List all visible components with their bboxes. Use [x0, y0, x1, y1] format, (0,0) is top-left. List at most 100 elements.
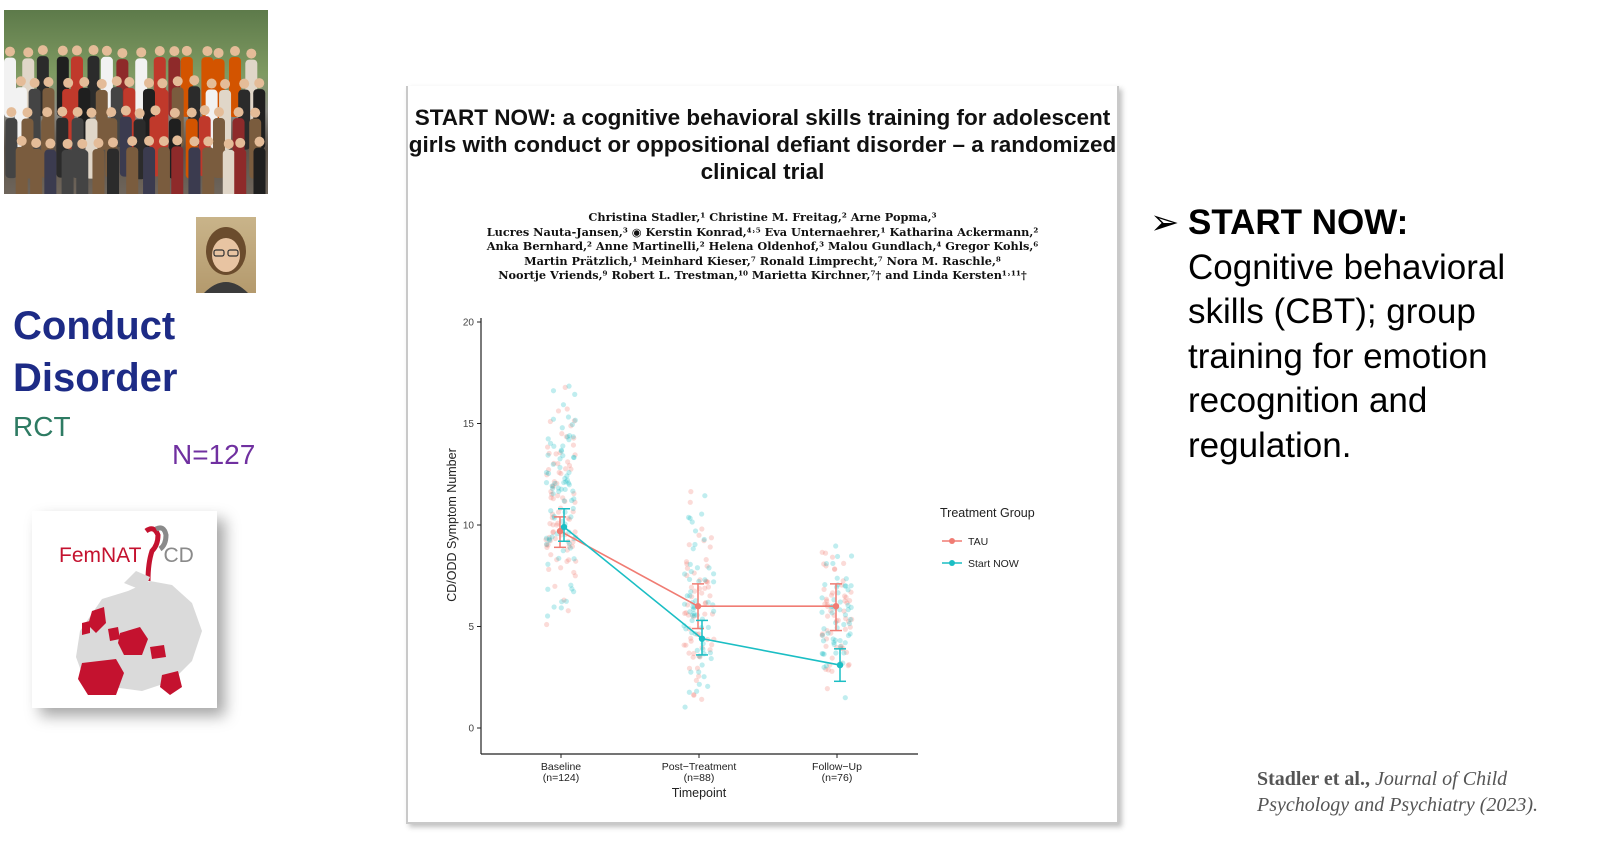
- jitter-point: [841, 621, 847, 628]
- jitter-point: [545, 467, 552, 473]
- jitter-point: [699, 526, 705, 532]
- jitter-point: [688, 589, 694, 595]
- author-line: Anka Bernhard,² Anne Martinelli,² Helena…: [486, 239, 1039, 254]
- person-head: [158, 136, 169, 147]
- jitter-point: [820, 638, 827, 644]
- jitter-point: [696, 681, 702, 687]
- jitter-point: [547, 538, 553, 544]
- person-head: [189, 136, 200, 147]
- jitter-point: [691, 570, 697, 576]
- jitter-point: [686, 542, 692, 548]
- jitter-point: [833, 543, 839, 549]
- arrow-bullet-icon: ➢: [1150, 203, 1180, 242]
- jitter-point: [843, 649, 850, 655]
- x-tick-label: Post−Treatment: [662, 761, 737, 773]
- jitter-point: [550, 529, 556, 535]
- jitter-point: [819, 632, 825, 638]
- jitter-point: [842, 593, 848, 599]
- jitter-point: [689, 617, 695, 624]
- jitter-point: [566, 482, 572, 488]
- jitter-point: [685, 612, 692, 618]
- jitter-point: [565, 414, 572, 420]
- jitter-point: [550, 416, 557, 422]
- jitter-point: [847, 624, 853, 630]
- person-head: [77, 138, 88, 149]
- person-head: [93, 137, 104, 148]
- jitter-point: [544, 613, 551, 619]
- jitter-point: [560, 402, 567, 408]
- person-head: [136, 47, 147, 58]
- jitter-point: [555, 493, 561, 499]
- jitter-point: [693, 677, 699, 684]
- jitter-point: [832, 637, 838, 643]
- legend-key-point: [949, 560, 955, 566]
- jitter-point: [545, 470, 552, 477]
- jitter-point: [842, 640, 848, 646]
- jitter-point: [688, 489, 694, 495]
- jitter-point: [558, 565, 564, 571]
- jitter-point: [829, 610, 835, 616]
- person-head: [235, 137, 246, 148]
- jitter-point: [707, 647, 713, 653]
- jitter-point: [820, 651, 826, 657]
- jitter-point: [688, 635, 694, 641]
- jitter-point: [549, 485, 556, 492]
- jitter-point: [829, 668, 835, 674]
- person-head: [42, 107, 53, 118]
- jitter-point: [554, 480, 560, 487]
- paper-excerpt: START NOW: a cognitive behavioral skills…: [406, 86, 1119, 824]
- data-point: [556, 527, 564, 535]
- jitter-point: [571, 454, 577, 461]
- jitter-point: [842, 598, 848, 604]
- person-head: [172, 135, 183, 146]
- jitter-point: [561, 498, 567, 504]
- person-head: [186, 107, 197, 118]
- jitter-point: [564, 434, 571, 440]
- jitter-point: [691, 610, 697, 617]
- person-body: [202, 147, 215, 194]
- jitter-point: [560, 495, 566, 501]
- jitter-point: [550, 388, 557, 394]
- jitter-point: [558, 486, 565, 492]
- person-head: [124, 77, 135, 88]
- jitter-point: [696, 532, 702, 538]
- jitter-point: [561, 479, 567, 486]
- person-body: [171, 146, 184, 194]
- person-head: [254, 136, 265, 147]
- jitter-point: [566, 437, 572, 443]
- jitter-point: [848, 553, 855, 559]
- jitter-point: [831, 566, 838, 572]
- jitter-point: [566, 557, 572, 563]
- jitter-point: [691, 588, 698, 594]
- jitter-point: [564, 473, 570, 479]
- jitter-point: [842, 583, 848, 589]
- jitter-point: [845, 632, 852, 639]
- jitter-point: [558, 447, 564, 453]
- jitter-point: [555, 485, 561, 491]
- jitter-point: [688, 669, 694, 675]
- jitter-point: [711, 608, 717, 614]
- person-body: [30, 149, 43, 194]
- jitter-point: [821, 664, 827, 670]
- jitter-point: [819, 549, 825, 555]
- jitter-point: [557, 464, 563, 471]
- jitter-point: [544, 472, 550, 478]
- jitter-point: [549, 534, 555, 540]
- person-body: [76, 149, 89, 194]
- jitter-point: [543, 469, 550, 476]
- x-axis-label: Timepoint: [672, 786, 727, 800]
- jitter-point: [687, 515, 693, 521]
- jitter-point: [544, 542, 550, 548]
- jitter-point: [688, 584, 695, 590]
- jitter-point: [829, 590, 836, 596]
- jitter-point: [703, 579, 710, 585]
- jitter-point: [552, 583, 558, 589]
- jitter-point: [550, 496, 556, 502]
- jitter-point: [555, 520, 561, 526]
- jitter-point: [564, 477, 570, 483]
- jitter-point: [821, 626, 827, 632]
- jitter-point: [694, 665, 701, 671]
- jitter-point: [559, 599, 565, 605]
- jitter-point: [689, 612, 696, 619]
- jitter-point: [691, 612, 697, 619]
